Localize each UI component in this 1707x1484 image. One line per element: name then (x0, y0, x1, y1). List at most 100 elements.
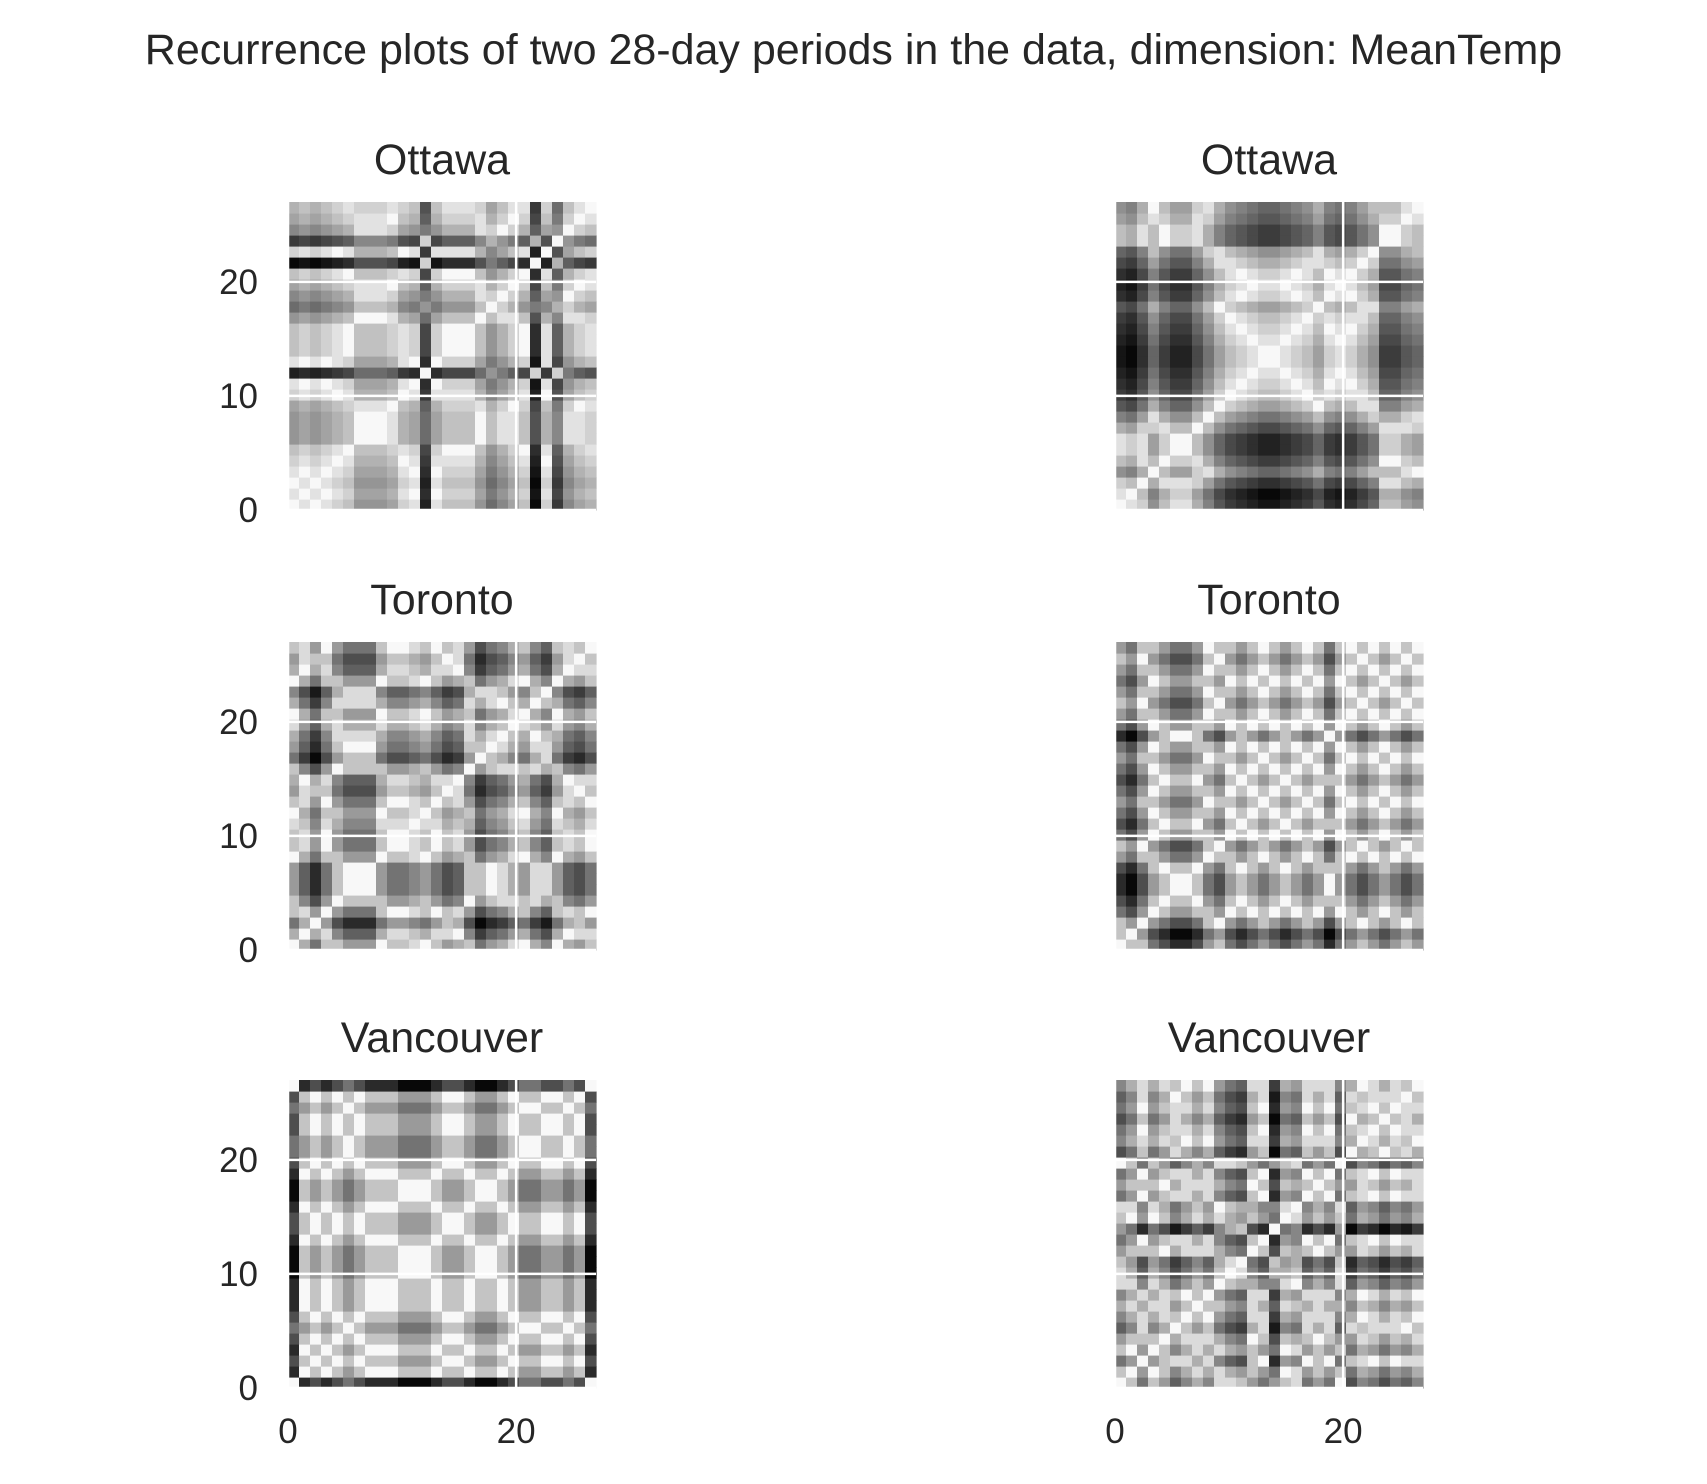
matrix-cell (442, 224, 454, 236)
matrix-cell (1291, 224, 1303, 236)
matrix-cell (387, 1278, 399, 1290)
matrix-cell (420, 1344, 432, 1356)
matrix-cell (486, 686, 498, 698)
matrix-cell (1368, 1157, 1380, 1169)
matrix-cell (343, 1080, 355, 1092)
matrix-cell (1346, 1179, 1358, 1191)
matrix-cell (1236, 1157, 1248, 1169)
matrix-cell (398, 1300, 410, 1312)
matrix-cell (1203, 334, 1215, 346)
matrix-cell (398, 268, 410, 280)
matrix-cell (343, 1091, 355, 1103)
matrix-cell (1302, 642, 1314, 654)
matrix-cell (1203, 664, 1215, 676)
matrix-cell (1346, 356, 1358, 368)
matrix-cell (1126, 290, 1138, 302)
matrix-cell (1214, 488, 1226, 500)
matrix-cell (321, 807, 333, 819)
matrix-cell (1170, 675, 1182, 687)
matrix-cell (1412, 268, 1424, 280)
matrix-cell (1148, 851, 1160, 863)
matrix-cell (376, 1146, 388, 1158)
matrix-cell (299, 477, 311, 489)
matrix-cell (387, 246, 399, 258)
matrix-cell (1236, 1201, 1248, 1213)
matrix-cell (486, 1179, 498, 1191)
matrix-cell (1280, 818, 1292, 830)
matrix-cell (398, 224, 410, 236)
matrix-cell (1302, 235, 1314, 247)
matrix-cell (1159, 1300, 1171, 1312)
matrix-cell (310, 290, 322, 302)
matrix-cell (541, 444, 553, 456)
matrix-cell (1291, 1135, 1303, 1147)
matrix-cell (1181, 752, 1193, 764)
matrix-cell (1357, 917, 1369, 929)
matrix-cell (552, 378, 564, 390)
matrix-cell (508, 763, 520, 775)
matrix-cell (1159, 741, 1171, 753)
matrix-cell (486, 334, 498, 346)
matrix-cell (1280, 851, 1292, 863)
matrix-cell (1401, 840, 1413, 852)
matrix-cell (442, 884, 454, 896)
matrix-cell (563, 686, 575, 698)
matrix-cell (453, 884, 465, 896)
matrix-cell (343, 895, 355, 907)
matrix-cell (541, 323, 553, 335)
matrix-cell (288, 1124, 300, 1136)
matrix-cell (409, 1300, 421, 1312)
matrix-cell (398, 1333, 410, 1345)
matrix-cell (1214, 741, 1226, 753)
matrix-cell (1137, 1278, 1149, 1290)
matrix-cell (387, 1344, 399, 1356)
matrix-cell (563, 1080, 575, 1092)
matrix-cell (376, 785, 388, 797)
matrix-cell (310, 1113, 322, 1125)
matrix-cell (332, 202, 344, 214)
matrix-cell (1214, 499, 1226, 511)
matrix-cell (1412, 1201, 1424, 1213)
matrix-cell (519, 202, 531, 214)
matrix-cell (420, 257, 432, 269)
matrix-cell (1324, 818, 1336, 830)
matrix-cell (310, 1278, 322, 1290)
matrix-cell (1258, 455, 1270, 467)
matrix-cell (376, 1245, 388, 1257)
matrix-cell (475, 378, 487, 390)
matrix-cell (1357, 1322, 1369, 1334)
matrix-cell (1379, 367, 1391, 379)
matrix-cell (519, 224, 531, 236)
matrix-cell (541, 345, 553, 357)
matrix-cell (1170, 411, 1182, 423)
matrix-cell (1379, 906, 1391, 918)
matrix-cell (442, 664, 454, 676)
matrix-cell (343, 411, 355, 423)
matrix-cell (442, 455, 454, 467)
matrix-cell (376, 1344, 388, 1356)
matrix-cell (530, 290, 542, 302)
matrix-cell (299, 1146, 311, 1158)
matrix-cell (1115, 851, 1127, 863)
matrix-cell (442, 279, 454, 291)
matrix-cell (1335, 906, 1347, 918)
matrix-cell (1170, 906, 1182, 918)
matrix-cell (1291, 477, 1303, 489)
matrix-cell (398, 1201, 410, 1213)
matrix-cell (497, 653, 509, 665)
matrix-cell (519, 840, 531, 852)
matrix-cell (1236, 433, 1248, 445)
matrix-cell (1247, 400, 1259, 412)
matrix-cell (497, 1366, 509, 1378)
matrix-cell (332, 1311, 344, 1323)
matrix-cell (354, 488, 366, 500)
matrix-cell (343, 719, 355, 731)
matrix-cell (1159, 1366, 1171, 1378)
matrix-cell (1368, 1245, 1380, 1257)
matrix-cell (1302, 1113, 1314, 1125)
matrix-cell (1181, 906, 1193, 918)
matrix-cell (1269, 433, 1281, 445)
matrix-cell (1346, 400, 1358, 412)
matrix-cell (442, 840, 454, 852)
matrix-cell (1269, 1212, 1281, 1224)
